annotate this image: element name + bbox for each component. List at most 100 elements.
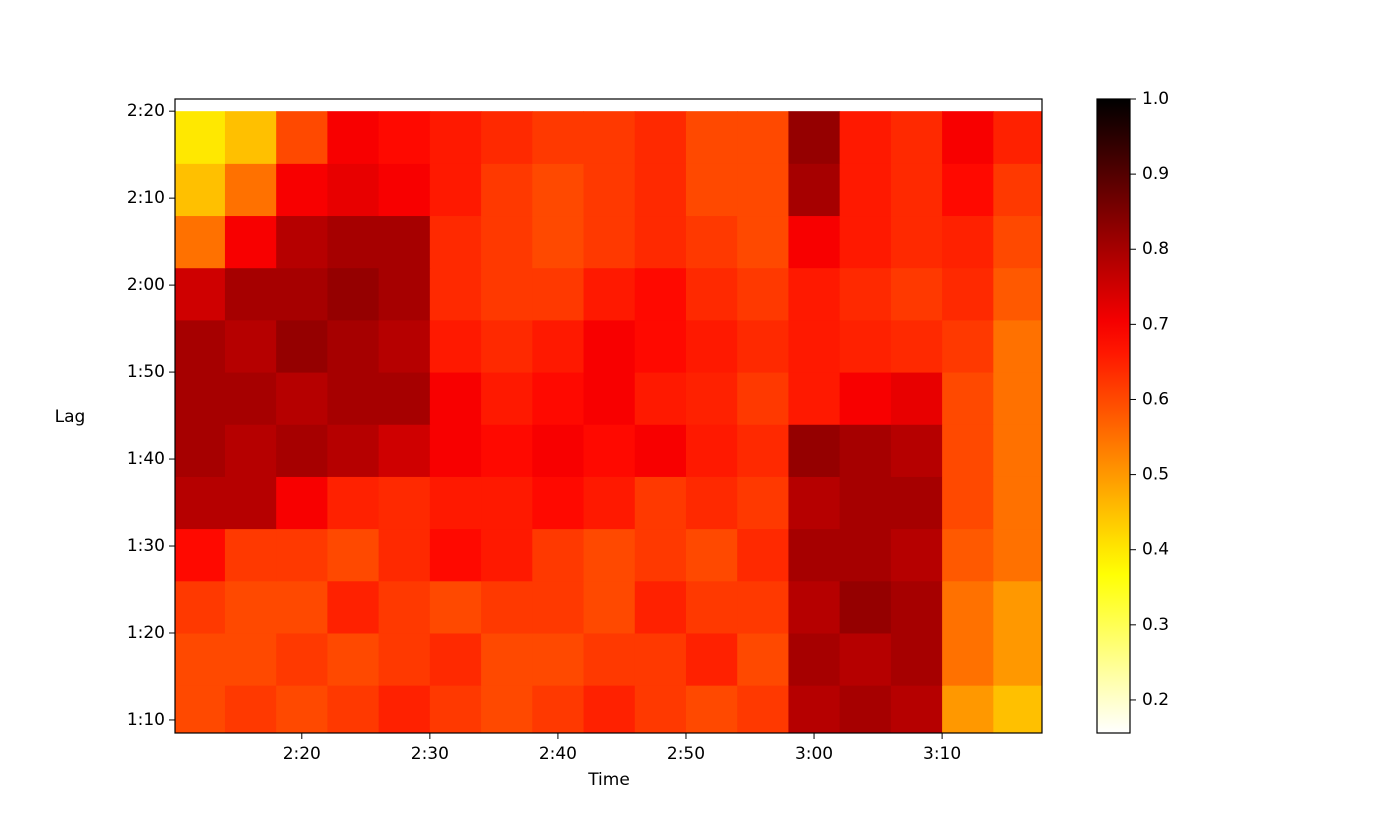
heatmap-cell <box>993 111 1042 164</box>
heatmap-cell <box>737 528 789 582</box>
heatmap-cell <box>276 476 328 530</box>
heatmap-cell <box>942 476 994 530</box>
heatmap-cell <box>942 319 994 373</box>
heatmap-cell <box>890 580 943 634</box>
heatmap-cell <box>378 476 431 530</box>
heatmap-cell <box>378 528 431 582</box>
heatmap-cell <box>685 319 738 373</box>
heatmap-cell <box>788 685 841 733</box>
heatmap-cell <box>839 476 892 530</box>
heatmap-cell <box>481 580 533 634</box>
heatmap-cell <box>839 528 892 582</box>
heatmap-cell <box>327 580 380 634</box>
heatmap-cell <box>224 111 277 164</box>
heatmap-cell <box>839 632 892 686</box>
heatmap-cell <box>685 528 738 582</box>
colorbar-tick-label: 0.4 <box>1142 540 1169 560</box>
heatmap-cell <box>429 163 482 217</box>
heatmap-cell <box>532 632 585 686</box>
heatmap-cell <box>378 267 431 321</box>
colorbar-tick-label: 0.9 <box>1142 164 1169 184</box>
heatmap-cell <box>532 528 585 582</box>
heatmap-cell <box>839 215 892 269</box>
heatmap-cell <box>890 528 943 582</box>
heatmap-cell <box>993 215 1042 269</box>
heatmap-cell <box>583 163 636 217</box>
heatmap-cell <box>378 111 431 164</box>
heatmap-cell <box>276 111 328 164</box>
heatmap-cell <box>327 528 380 582</box>
heatmap-cell <box>890 319 943 373</box>
y-tick-label: 1:30 <box>127 536 165 556</box>
heatmap-cell <box>737 685 789 733</box>
heatmap-cell <box>224 319 277 373</box>
heatmap-cell <box>890 476 943 530</box>
heatmap-cell <box>583 319 636 373</box>
heatmap-cell <box>942 424 994 477</box>
heatmap-cell <box>224 215 277 269</box>
heatmap-cell <box>583 476 636 530</box>
heatmap-cell <box>685 267 738 321</box>
heatmap-cell <box>327 372 380 425</box>
heatmap-cell <box>788 267 841 321</box>
heatmap-cell <box>429 319 482 373</box>
heatmap-cell <box>737 476 789 530</box>
heatmap-cell <box>839 111 892 164</box>
heatmap-cell <box>224 632 277 686</box>
heatmap-cell <box>175 685 226 733</box>
heatmap-cell <box>224 424 277 477</box>
heatmap-cell <box>532 111 585 164</box>
heatmap-cell <box>890 632 943 686</box>
heatmap-cell <box>634 424 687 477</box>
heatmap-cell <box>532 372 585 425</box>
colorbar-tick-label: 0.6 <box>1142 389 1169 409</box>
heatmap-cell <box>788 372 841 425</box>
heatmap-cell <box>429 685 482 733</box>
colorbar-tick-label: 0.3 <box>1142 615 1169 635</box>
heatmap-cell <box>175 372 226 425</box>
heatmap-cell <box>839 424 892 477</box>
heatmap-cell <box>737 111 789 164</box>
heatmap-cell <box>429 580 482 634</box>
heatmap-cell <box>276 424 328 477</box>
heatmap-cell <box>175 632 226 686</box>
heatmap-cell <box>224 476 277 530</box>
heatmap-cell <box>583 685 636 733</box>
heatmap-cell <box>737 267 789 321</box>
heatmap-cell <box>737 372 789 425</box>
heatmap-cell <box>175 476 226 530</box>
heatmap-cell <box>276 215 328 269</box>
heatmap-cell <box>481 632 533 686</box>
heatmap-cell <box>890 163 943 217</box>
heatmap-cell <box>737 215 789 269</box>
heatmap-cell <box>327 319 380 373</box>
colorbar-tick-label: 0.7 <box>1142 314 1169 334</box>
heatmap-cell <box>583 372 636 425</box>
plot-frame <box>174 98 1043 734</box>
heatmap-cell <box>175 580 226 634</box>
x-tick-label: 2:20 <box>283 744 321 764</box>
heatmap-cell <box>685 215 738 269</box>
heatmap-cell <box>788 163 841 217</box>
y-tick-label: 2:00 <box>127 275 165 295</box>
heatmap-cell <box>224 163 277 217</box>
heatmap-cell <box>890 267 943 321</box>
heatmap-cell <box>993 476 1042 530</box>
heatmap-cell <box>276 685 328 733</box>
heatmap-cell <box>942 685 994 733</box>
heatmap-cell <box>532 476 585 530</box>
heatmap-cell <box>737 632 789 686</box>
y-tick-label: 1:50 <box>127 362 165 382</box>
heatmap-cell <box>276 632 328 686</box>
heatmap-cell <box>634 215 687 269</box>
heatmap-cell <box>737 163 789 217</box>
x-tick-label: 2:40 <box>539 744 577 764</box>
heatmap-cell <box>890 424 943 477</box>
heatmap-cell <box>583 528 636 582</box>
heatmap-cell <box>839 580 892 634</box>
colorbar-tick-label: 0.5 <box>1142 465 1169 485</box>
heatmap-cell <box>429 267 482 321</box>
heatmap-cell <box>429 424 482 477</box>
heatmap-cell <box>634 528 687 582</box>
